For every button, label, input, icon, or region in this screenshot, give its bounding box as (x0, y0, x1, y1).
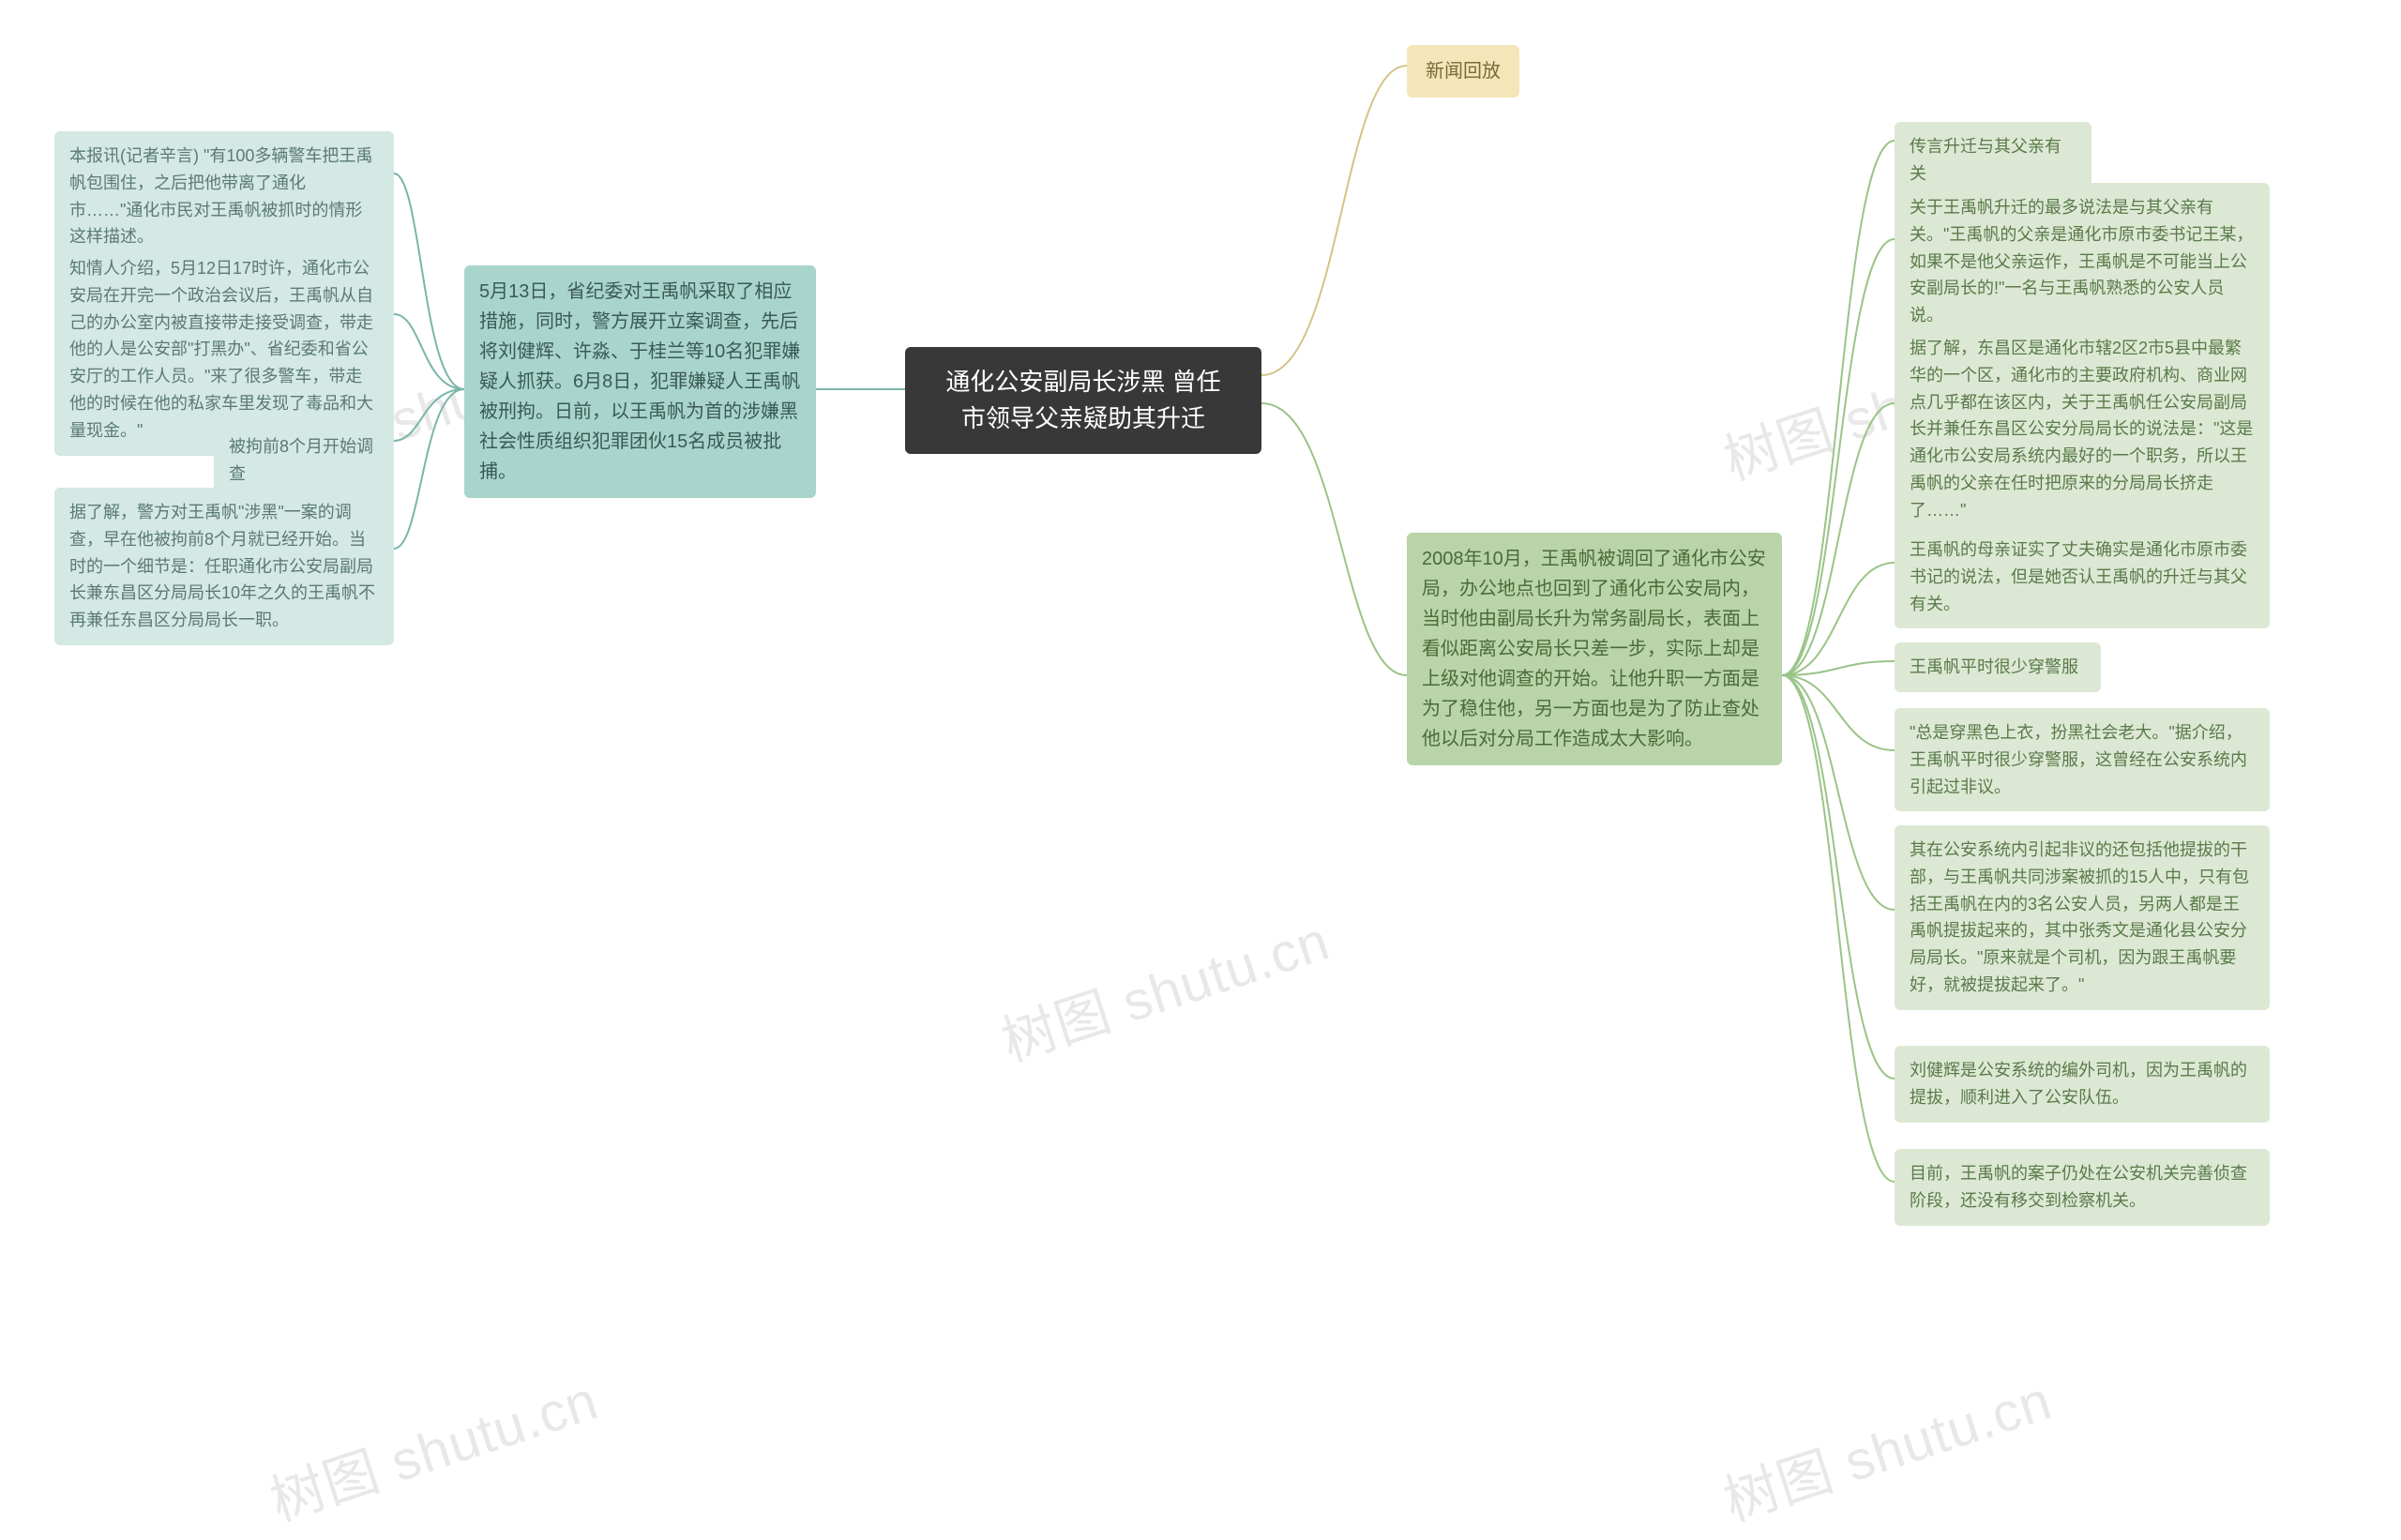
right-child-node[interactable]: 目前，王禹帆的案子仍处在公安机关完善侦查阶段，还没有移交到检察机关。 (1895, 1149, 2270, 1226)
right-child-node[interactable]: 王禹帆平时很少穿警服 (1895, 642, 2101, 692)
watermark: 树图 shutu.cn (1713, 1356, 2061, 1536)
watermark: 树图 shutu.cn (259, 1356, 607, 1536)
right-child-node[interactable]: 其在公安系统内引起非议的还包括他提拔的干部，与王禹帆共同涉案被抓的15人中，只有… (1895, 825, 2270, 1010)
left-main-node[interactable]: 5月13日，省纪委对王禹帆采取了相应措施，同时，警方展开立案调查，先后将刘健辉、… (464, 265, 816, 498)
right-child-node[interactable]: 据了解，东昌区是通化市辖2区2市5县中最繁华的一个区，通化市的主要政府机构、商业… (1895, 324, 2270, 536)
right-child-node[interactable]: 关于王禹帆升迁的最多说法是与其父亲有关。"王禹帆的父亲是通化市原市委书记王某，如… (1895, 183, 2270, 340)
root-node[interactable]: 通化公安副局长涉黑 曾任 市领导父亲疑助其升迁 (905, 347, 1261, 454)
left-child-node[interactable]: 本报讯(记者辛言) "有100多辆警车把王禹帆包围住，之后把他带离了通化市……"… (54, 131, 394, 262)
right-child-node[interactable]: 王禹帆的母亲证实了丈夫确实是通化市原市委书记的说法，但是她否认王禹帆的升迁与其父… (1895, 525, 2270, 628)
right-child-node[interactable]: "总是穿黑色上衣，扮黑社会老大。"据介绍，王禹帆平时很少穿警服，这曾经在公安系统… (1895, 708, 2270, 811)
right-top-node[interactable]: 新闻回放 (1407, 45, 1519, 98)
left-child-node[interactable]: 据了解，警方对王禹帆"涉黑"一案的调查，早在他被拘前8个月就已经开始。当时的一个… (54, 488, 394, 645)
right-main-node[interactable]: 2008年10月，王禹帆被调回了通化市公安局，办公地点也回到了通化市公安局内，当… (1407, 533, 1782, 765)
watermark: 树图 shutu.cn (990, 897, 1338, 1077)
right-child-node[interactable]: 刘健辉是公安系统的编外司机，因为王禹帆的提拔，顺利进入了公安队伍。 (1895, 1046, 2270, 1123)
